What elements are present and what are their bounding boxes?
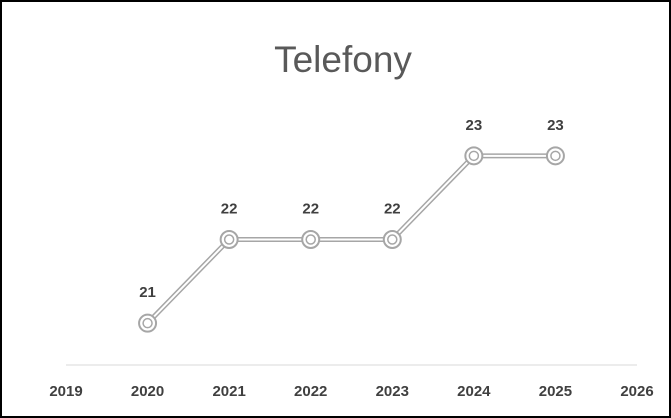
point-marker-inner xyxy=(550,150,561,162)
point-marker-inner xyxy=(468,150,480,162)
x-tick-label: 2024 xyxy=(457,383,491,400)
data-label: 23 xyxy=(547,117,564,134)
data-label: 21 xyxy=(139,284,156,301)
chart-title: Telefony xyxy=(274,39,412,80)
point-marker-inner xyxy=(387,234,398,245)
x-tick-label: 2023 xyxy=(376,383,409,400)
data-label: 22 xyxy=(384,200,401,217)
data-label: 23 xyxy=(466,117,483,134)
point-marker-inner xyxy=(142,317,153,329)
x-tick-label: 2021 xyxy=(212,383,245,400)
series-line-inner xyxy=(146,154,556,324)
x-tick-label: 2026 xyxy=(620,383,653,400)
x-tick-label: 2020 xyxy=(131,383,164,400)
point-marker-inner xyxy=(305,234,316,245)
data-label: 22 xyxy=(221,200,238,217)
x-tick-label: 2025 xyxy=(539,383,572,400)
point-marker-inner xyxy=(223,234,235,245)
x-tick-label: 2022 xyxy=(294,383,327,400)
x-tick-label: 2019 xyxy=(49,383,82,400)
data-label: 22 xyxy=(302,200,319,217)
